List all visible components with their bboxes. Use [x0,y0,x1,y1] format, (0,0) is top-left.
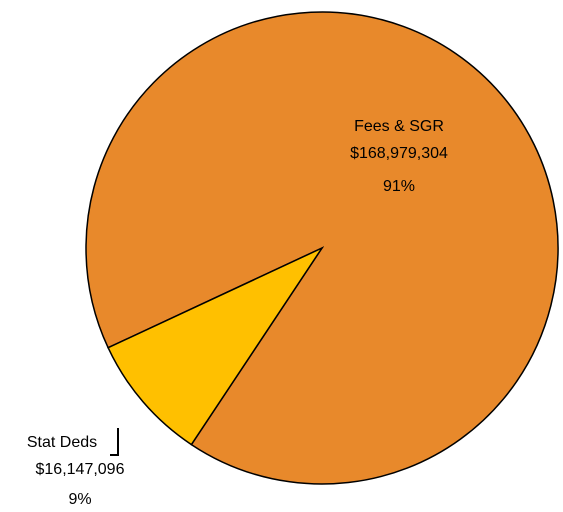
slice-label: Fees & SGR [354,118,444,135]
leader-line [110,428,119,456]
slice-label: Stat Deds [27,434,97,451]
percent-label: 9% [68,491,91,508]
percent-label: 91% [383,178,415,195]
value-label: $16,147,096 [36,461,125,478]
value-label: $168,979,304 [350,145,448,162]
pie-slice [107,246,325,446]
